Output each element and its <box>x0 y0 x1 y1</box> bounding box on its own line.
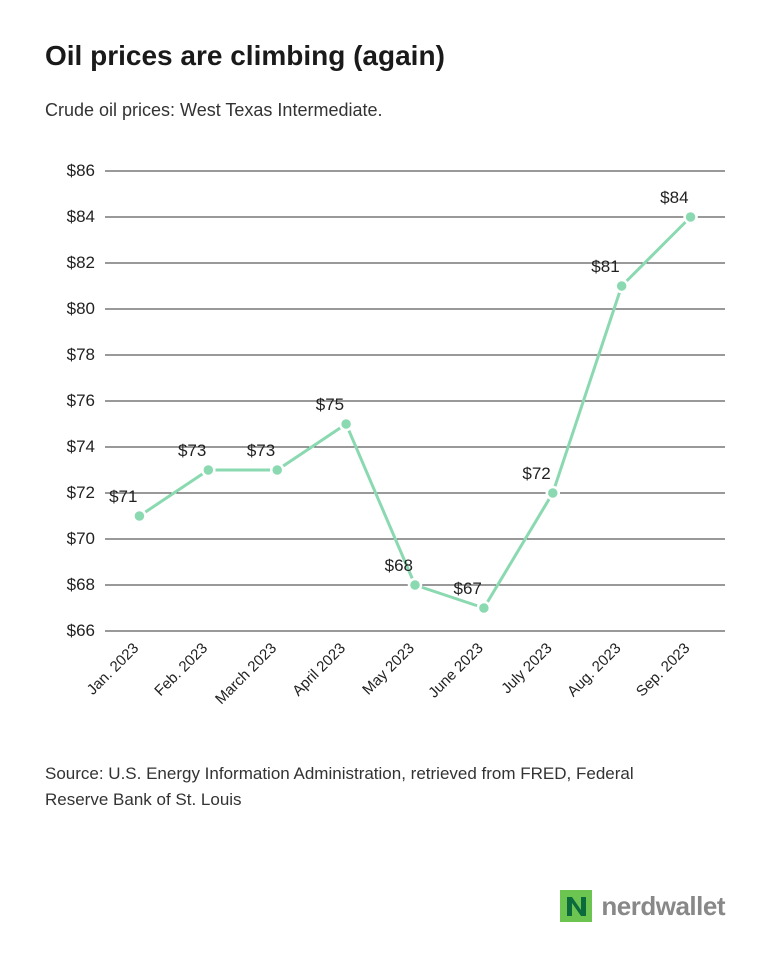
svg-text:$72: $72 <box>67 483 95 502</box>
svg-text:$75: $75 <box>316 395 344 414</box>
svg-text:$84: $84 <box>67 207 95 226</box>
svg-text:$81: $81 <box>591 257 619 276</box>
svg-text:July 2023: July 2023 <box>498 640 555 697</box>
svg-text:$67: $67 <box>454 579 482 598</box>
svg-text:$73: $73 <box>247 441 275 460</box>
svg-text:$73: $73 <box>178 441 206 460</box>
source-text: Source: U.S. Energy Information Administ… <box>45 761 685 812</box>
svg-text:$84: $84 <box>660 188 688 207</box>
svg-text:Aug. 2023: Aug. 2023 <box>564 640 624 700</box>
svg-text:Feb. 2023: Feb. 2023 <box>151 640 211 700</box>
svg-text:April 2023: April 2023 <box>289 640 349 700</box>
svg-text:May 2023: May 2023 <box>359 640 418 699</box>
svg-text:$74: $74 <box>67 437 95 456</box>
svg-text:$76: $76 <box>67 391 95 410</box>
svg-text:$86: $86 <box>67 161 95 180</box>
chart-subtitle: Crude oil prices: West Texas Intermediat… <box>45 100 725 121</box>
svg-text:$78: $78 <box>67 345 95 364</box>
svg-text:Jan. 2023: Jan. 2023 <box>84 640 143 699</box>
svg-text:$66: $66 <box>67 621 95 640</box>
svg-text:$71: $71 <box>109 487 137 506</box>
svg-text:$70: $70 <box>67 529 95 548</box>
brand-text: nerdwallet <box>601 891 725 922</box>
nerdwallet-n-icon <box>559 889 593 923</box>
svg-text:Sep. 2023: Sep. 2023 <box>633 640 693 700</box>
svg-text:March 2023: March 2023 <box>212 640 280 708</box>
oil-price-chart: $66 $68 $70 $72 $74 $76 $78 $80 $82 $84 $86 $71 $73 $… <box>45 161 725 721</box>
svg-text:$68: $68 <box>67 575 95 594</box>
svg-text:June 2023: June 2023 <box>425 640 487 702</box>
chart-svg: $66 $68 $70 $72 $74 $76 $78 $80 $82 $84 $86 $71 $73 $… <box>45 161 725 721</box>
chart-title: Oil prices are climbing (again) <box>45 40 725 72</box>
svg-text:$68: $68 <box>385 556 413 575</box>
svg-text:$72: $72 <box>522 464 550 483</box>
svg-text:$82: $82 <box>67 253 95 272</box>
svg-text:$80: $80 <box>67 299 95 318</box>
brand-logo: nerdwallet <box>559 889 725 923</box>
